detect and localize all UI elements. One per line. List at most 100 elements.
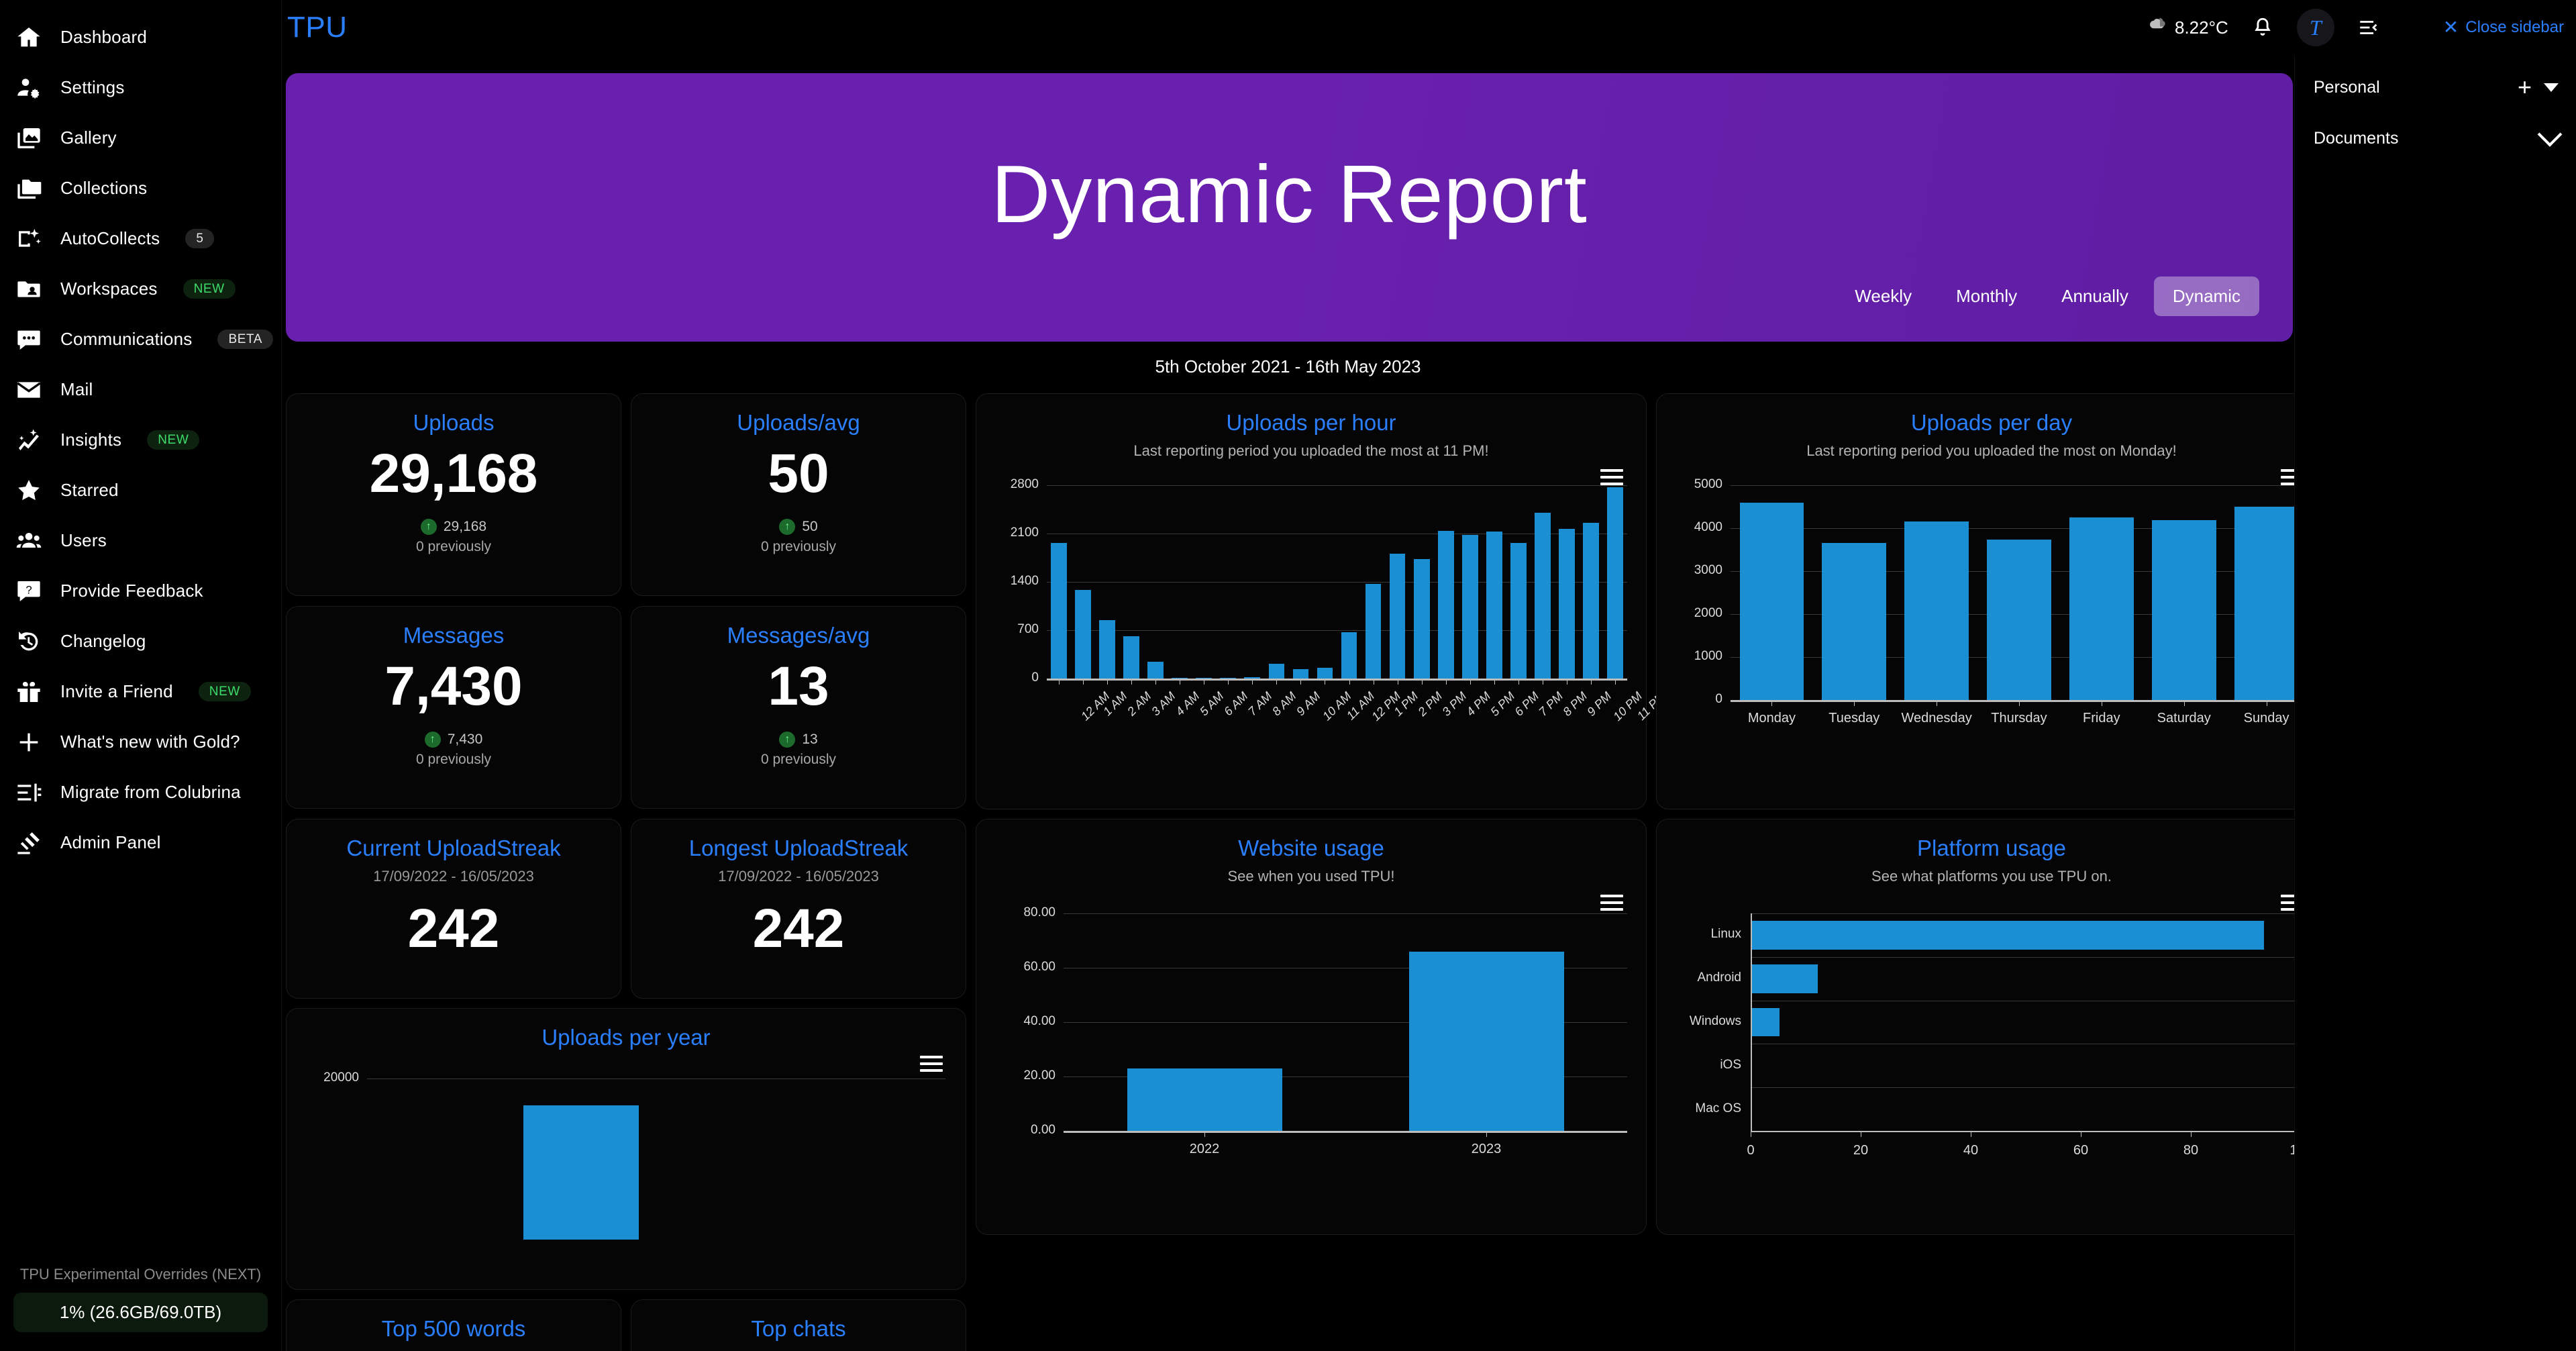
chart-bar[interactable] bbox=[1904, 521, 1969, 700]
chart-card-uploads-per-year: Uploads per year 20000 bbox=[286, 1008, 966, 1290]
chart-bar[interactable] bbox=[523, 1105, 639, 1240]
x-axis-tick bbox=[1059, 679, 1060, 685]
chart-bar[interactable] bbox=[1075, 590, 1091, 679]
chart-bar[interactable] bbox=[1051, 543, 1067, 679]
chart-plot-area: 20000 bbox=[287, 1061, 966, 1249]
brand-logo[interactable]: TPU bbox=[287, 11, 348, 44]
sidebar-item-label: Starred bbox=[60, 480, 119, 500]
sidebar-item-what-s-new-with-gold[interactable]: What's new with Gold? bbox=[0, 717, 281, 767]
tab-monthly[interactable]: Monthly bbox=[1956, 286, 2018, 306]
avatar[interactable]: T bbox=[2296, 9, 2334, 46]
sidebar-item-users[interactable]: Users bbox=[0, 515, 281, 566]
sidebar-item-starred[interactable]: Starred bbox=[0, 465, 281, 515]
chart-bar[interactable] bbox=[1822, 543, 1887, 700]
chart-bar[interactable] bbox=[1244, 677, 1261, 679]
history-icon bbox=[13, 626, 44, 657]
chevron-down-icon[interactable] bbox=[2537, 121, 2563, 147]
sidebar-item-dashboard[interactable]: Dashboard bbox=[0, 12, 281, 62]
chart-bar[interactable] bbox=[1196, 678, 1213, 679]
tab-weekly[interactable]: Weekly bbox=[1855, 286, 1912, 306]
chart-bar[interactable] bbox=[1534, 513, 1551, 679]
chart-bar[interactable] bbox=[1510, 543, 1527, 679]
stat-value: 29,168 bbox=[369, 443, 538, 504]
chart-menu-icon[interactable] bbox=[2281, 469, 2294, 489]
chart-menu-icon[interactable] bbox=[920, 1056, 943, 1076]
sidebar-item-invite-a-friend[interactable]: Invite a Friend NEW bbox=[0, 666, 281, 717]
sidebar-item-provide-feedback[interactable]: ? Provide Feedback bbox=[0, 566, 281, 616]
tab-dynamic[interactable]: Dynamic bbox=[2153, 277, 2259, 316]
chart-menu-icon[interactable] bbox=[1600, 895, 1623, 915]
sidebar-item-workspaces[interactable]: Workspaces NEW bbox=[0, 264, 281, 314]
chart-bar[interactable] bbox=[1987, 539, 2051, 700]
sidebar-item-collections[interactable]: Collections bbox=[0, 163, 281, 213]
chart-bar[interactable] bbox=[1583, 522, 1599, 679]
chart-bar[interactable] bbox=[1147, 662, 1164, 679]
chart-menu-icon[interactable] bbox=[2281, 895, 2294, 915]
chart-bar[interactable] bbox=[1413, 559, 1430, 679]
chart-bar[interactable] bbox=[1341, 632, 1357, 679]
add-icon[interactable]: + bbox=[2517, 73, 2532, 101]
collapse-menu-icon[interactable] bbox=[2353, 12, 2384, 43]
chart-bar[interactable] bbox=[1752, 921, 2264, 950]
chart-bar[interactable] bbox=[1461, 535, 1478, 679]
chart-bar[interactable] bbox=[1486, 531, 1502, 679]
chart-gridline bbox=[1751, 1087, 2294, 1089]
sidebar-footer: TPU Experimental Overrides (NEXT) 1% (26… bbox=[0, 1266, 281, 1351]
right-panel-row-personal[interactable]: Personal + bbox=[2295, 62, 2576, 113]
report-banner: Dynamic Report Weekly Monthly Annually Dyna… bbox=[286, 73, 2293, 342]
bell-icon[interactable] bbox=[2247, 12, 2278, 43]
sidebar-item-label: What's new with Gold? bbox=[60, 732, 240, 752]
chart-bar[interactable] bbox=[1268, 664, 1285, 679]
storage-quota-bar[interactable]: 1% (26.6GB/69.0TB) bbox=[13, 1293, 268, 1332]
weather-widget[interactable]: 8.22°C bbox=[2145, 14, 2228, 42]
chart-bar[interactable] bbox=[1752, 964, 1818, 993]
sidebar-item-autocollects[interactable]: AutoCollects 5 bbox=[0, 213, 281, 264]
tab-annually[interactable]: Annually bbox=[2061, 286, 2128, 306]
chart-bar[interactable] bbox=[1099, 619, 1115, 679]
chart-bar[interactable] bbox=[1437, 530, 1454, 679]
sidebar-item-gallery[interactable]: Gallery bbox=[0, 113, 281, 163]
close-sidebar-button[interactable]: ✕ Close sidebar bbox=[2443, 18, 2564, 37]
star-icon bbox=[13, 475, 44, 506]
table-title: Top 500 words bbox=[381, 1316, 526, 1341]
sidebar-item-admin-panel[interactable]: Admin Panel bbox=[0, 817, 281, 868]
chart-bar[interactable] bbox=[1389, 553, 1406, 679]
stat-delta: ↑ 29,168 bbox=[420, 519, 486, 535]
chart-bar[interactable] bbox=[1365, 584, 1382, 679]
sidebar-item-mail[interactable]: Mail bbox=[0, 364, 281, 415]
sidebar-item-communications[interactable]: Communications BETA bbox=[0, 314, 281, 364]
x-axis-tick-label: 3 PM bbox=[1439, 689, 1469, 719]
sidebar-item-settings[interactable]: Settings bbox=[0, 62, 281, 113]
chart-bar[interactable] bbox=[2151, 520, 2216, 700]
chart-bar[interactable] bbox=[1607, 487, 1623, 679]
sidebar-item-changelog[interactable]: Changelog bbox=[0, 616, 281, 666]
sidebar-item-label: Changelog bbox=[60, 631, 146, 651]
svg-text:?: ? bbox=[25, 583, 32, 596]
x-axis-tick-label: 7 PM bbox=[1536, 689, 1565, 719]
sidebar-item-label: Migrate from Colubrina bbox=[60, 782, 241, 802]
x-axis-tick-label: Wednesday bbox=[1901, 711, 1972, 725]
right-panel-row-documents[interactable]: Documents bbox=[2295, 113, 2576, 164]
chart-bar[interactable] bbox=[1127, 1068, 1282, 1131]
chart-bar[interactable] bbox=[2234, 507, 2294, 700]
x-axis-tick-label: 8 PM bbox=[1560, 689, 1590, 719]
stat-title: Uploads bbox=[413, 410, 495, 435]
chart-bar[interactable] bbox=[1752, 1007, 1780, 1037]
x-axis-tick-label: 2 AM bbox=[1125, 689, 1154, 719]
chart-bar[interactable] bbox=[1739, 502, 1804, 700]
sidebar-item-insights[interactable]: Insights NEW bbox=[0, 415, 281, 465]
sidebar-item-migrate-from-colubrina[interactable]: Migrate from Colubrina bbox=[0, 767, 281, 817]
chart-bar[interactable] bbox=[1408, 951, 1564, 1131]
caret-down-icon[interactable] bbox=[2544, 83, 2559, 92]
chart-bar[interactable] bbox=[1123, 636, 1140, 679]
chart-bar[interactable] bbox=[1172, 677, 1188, 679]
chart-subtitle: Last reporting period you uploaded the m… bbox=[1806, 442, 2177, 459]
chart-menu-icon[interactable] bbox=[1600, 469, 1623, 489]
chart-bar[interactable] bbox=[1292, 668, 1309, 679]
chart-bar[interactable] bbox=[1220, 678, 1237, 679]
chart-bar[interactable] bbox=[1559, 528, 1575, 679]
chart-bar[interactable] bbox=[1317, 667, 1333, 679]
chart-gridline bbox=[1047, 582, 1627, 583]
chart-title: Platform usage bbox=[1917, 836, 2066, 860]
chart-bar[interactable] bbox=[2069, 517, 2134, 700]
